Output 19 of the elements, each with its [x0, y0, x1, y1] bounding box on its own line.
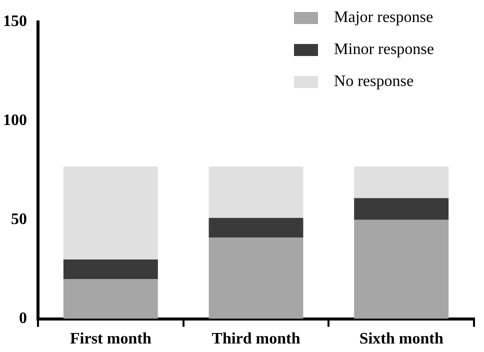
y-tick-label: 50 — [11, 211, 27, 228]
x-tick-label: Sixth month — [359, 330, 444, 348]
y-tick-label: 150 — [3, 13, 27, 30]
legend-label: No response — [334, 73, 414, 91]
bar — [63, 279, 158, 319]
x-tick-label: First month — [70, 330, 152, 348]
legend-label: Major response — [334, 9, 434, 27]
bar — [354, 198, 449, 220]
legend-label: Minor response — [334, 41, 434, 59]
y-tick-label: 0 — [19, 310, 27, 327]
x-tick-label: Third month — [212, 330, 300, 348]
bar — [208, 218, 304, 238]
bar — [208, 166, 304, 218]
bar — [354, 166, 449, 198]
bar — [354, 220, 449, 319]
bar — [63, 166, 158, 260]
bar — [208, 238, 304, 319]
y-tick-label: 100 — [3, 112, 27, 130]
bar — [63, 259, 158, 280]
